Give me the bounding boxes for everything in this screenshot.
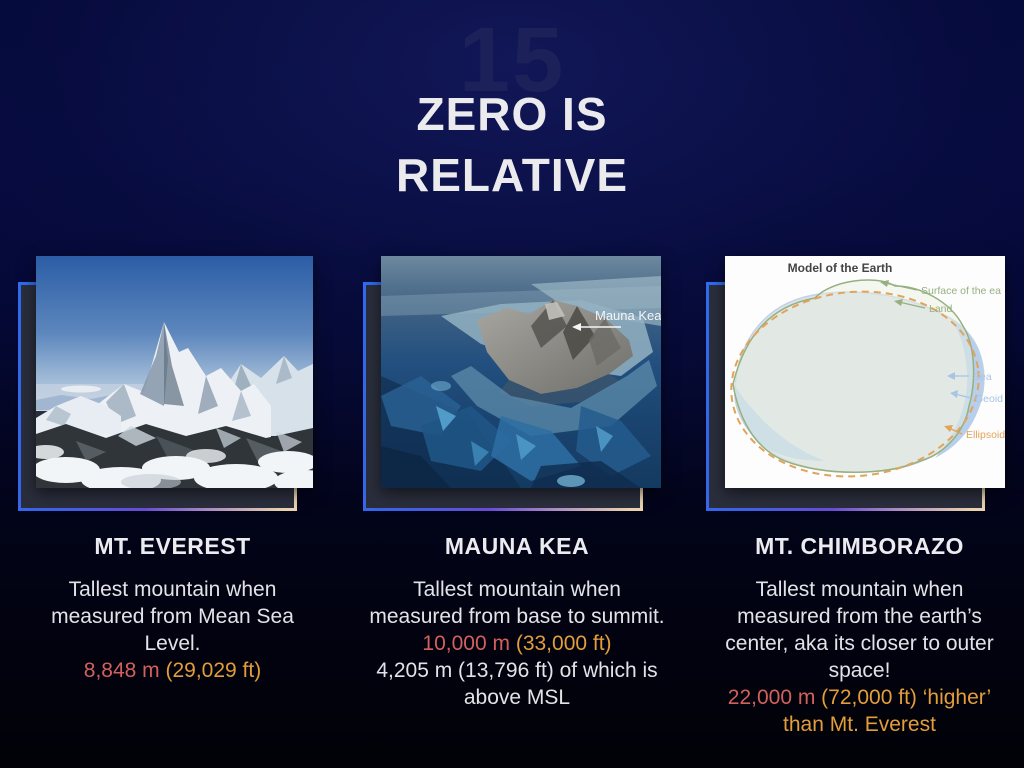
everest-photo-image	[36, 256, 313, 488]
figure-chimborazo: Model of the Earth	[706, 256, 1006, 511]
caption-mauna-kea-stat: 10,000 m (33,000 ft)	[352, 630, 682, 657]
everest-photo	[36, 256, 313, 488]
caption-everest: MT. EVEREST Tallest mountain when measur…	[10, 531, 335, 684]
caption-everest-desc-line: Tallest mountain when	[68, 578, 277, 601]
slide-title-line2: RELATIVE	[395, 149, 629, 201]
slide-number: 15	[458, 9, 566, 111]
slide-title: ZERO IS RELATIVE	[0, 84, 1024, 206]
caption-chimborazo-stat-tail: than Mt. Everest	[783, 713, 936, 736]
earth-model-image: Model of the Earth	[725, 256, 1005, 488]
figure-mauna-kea: Mauna Kea	[363, 256, 663, 511]
caption-mauna-kea-heading: MAUNA KEA	[444, 533, 590, 559]
earth-model-diagram: Model of the Earth	[725, 256, 1005, 488]
caption-everest-desc-line: measured from Mean Sea	[51, 605, 294, 628]
mauna-kea-annotation-label: Mauna Kea	[595, 308, 661, 323]
caption-chimborazo-desc-line: Tallest mountain when	[755, 578, 964, 601]
chimborazo-height-metric: 22,000 m	[727, 686, 816, 709]
everest-height-metric: 8,848 m	[83, 659, 160, 682]
caption-chimborazo-heading: MT. CHIMBORAZO	[755, 533, 964, 559]
chimborazo-height-feet: (72,000 ft) ‘higher’	[821, 686, 992, 709]
earth-model-label-land: Land	[929, 303, 953, 315]
caption-everest-stat: 8,848 m (29,029 ft)	[10, 657, 335, 684]
caption-chimborazo-stat: 22,000 m (72,000 ft) ‘higher’	[697, 684, 1022, 711]
slide-title-line1: ZERO IS	[416, 88, 608, 140]
caption-mauna-kea: MAUNA KEA Tallest mountain when measured…	[352, 531, 682, 711]
caption-chimborazo-desc-line: measured from the earth’s	[737, 605, 982, 628]
mauna-kea-photo-image: Mauna Kea	[381, 256, 661, 488]
earth-model-label-ellipsoid: Ellipsoid	[966, 429, 1005, 441]
mauna-kea-height-feet: (33,000 ft)	[515, 632, 612, 655]
caption-everest-heading: MT. EVEREST	[94, 533, 251, 559]
caption-chimborazo: MT. CHIMBORAZO Tallest mountain when mea…	[697, 531, 1022, 738]
caption-chimborazo-desc-line: space!	[828, 659, 891, 682]
figure-everest	[18, 256, 317, 511]
mauna-kea-photo: Mauna Kea	[381, 256, 661, 488]
caption-mauna-kea-desc-line: Tallest mountain when	[413, 578, 621, 601]
caption-mauna-kea-extra-line: 4,205 m (13,796 ft) of which is	[376, 659, 658, 682]
everest-height-feet: (29,029 ft)	[165, 659, 262, 682]
caption-everest-desc-line: Level.	[144, 632, 201, 655]
earth-model-label-surface: Surface of the ea	[921, 285, 1001, 297]
earth-model-label-geoid: Geoid	[975, 393, 1003, 405]
caption-chimborazo-desc-line: center, aka its closer to outer	[725, 632, 994, 655]
mauna-kea-height-metric: 10,000 m	[422, 632, 510, 655]
earth-model-label-sea: Sea	[973, 371, 992, 383]
earth-model-title: Model of the Earth	[788, 261, 893, 275]
caption-mauna-kea-desc-line: measured from base to summit.	[369, 605, 665, 628]
caption-mauna-kea-extra-line: above MSL	[463, 686, 571, 709]
